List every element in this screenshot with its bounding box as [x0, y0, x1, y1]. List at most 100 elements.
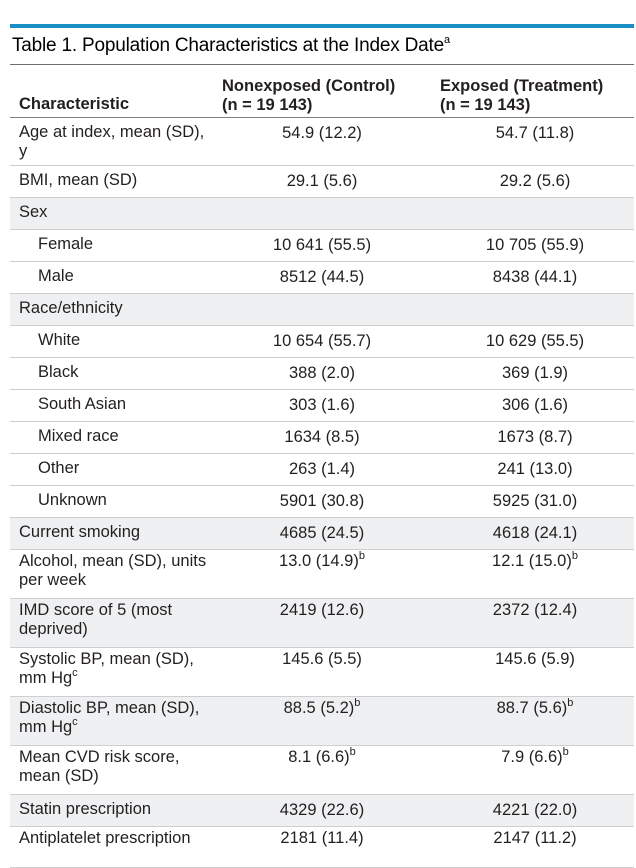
nonexposed-value: 263 (1.4) [288, 460, 356, 478]
nonexposed-value-cell: 29.1 (5.6) [222, 172, 422, 191]
row-label-text: Alcohol, mean (SD), units per week [19, 552, 207, 589]
exposed-value-cell: 306 (1.6) [440, 396, 630, 415]
row-label-text: South Asian [38, 395, 127, 413]
exposed-value: 145.6 (5.9) [495, 650, 575, 668]
table-row: Diastolic BP, mean (SD), mm Hgc 88.5 (5.2… [10, 697, 634, 746]
nonexposed-value-cell: 145.6 (5.5) [222, 650, 422, 669]
table-row: Male 8512 (44.5) 8438 (44.1) [10, 262, 634, 294]
row-label: South Asian [38, 395, 234, 414]
nonexposed-value: 303 (1.6) [288, 396, 356, 414]
nonexposed-value: 1634 (8.5) [284, 428, 360, 446]
exposed-value-footnote-marker: b [567, 697, 574, 709]
exposed-value: 88.7 (5.6) [496, 699, 568, 717]
nonexposed-value-footnote-marker: b [358, 550, 365, 562]
exposed-value: 241 (13.0) [497, 460, 573, 478]
exposed-value-cell: 5925 (31.0) [440, 492, 630, 511]
header-nonexposed-line2: (n = 19 143) [222, 96, 313, 114]
exposed-value: 5925 (31.0) [492, 492, 578, 510]
exposed-value: 54.7 (11.8) [495, 124, 575, 142]
nonexposed-value: 54.9 (12.2) [282, 124, 362, 142]
nonexposed-value-cell: 4685 (24.5) [222, 524, 422, 543]
header-exposed-line1: Exposed (Treatment) [440, 77, 604, 95]
exposed-value-footnote-marker: b [571, 550, 578, 562]
header-nonexposed: Nonexposed (Control) (n = 19 143) [222, 77, 422, 115]
row-label: Diastolic BP, mean (SD), mm Hgc [19, 699, 215, 737]
nonexposed-value: 29.1 (5.6) [286, 172, 358, 190]
nonexposed-value: 10 654 (55.7) [272, 332, 372, 350]
nonexposed-value-cell: 8.1 (6.6)b [222, 746, 422, 767]
nonexposed-value-cell: 8512 (44.5) [222, 268, 422, 287]
row-label-text: Male [38, 267, 74, 285]
table-row: IMD score of 5 (most deprived) 2419 (12.6… [10, 599, 634, 648]
nonexposed-value-cell: 13.0 (14.9)b [222, 550, 422, 571]
exposed-value: 2147 (11.2) [493, 829, 577, 847]
row-label-text: White [38, 331, 81, 349]
nonexposed-value: 8512 (44.5) [279, 268, 365, 286]
nonexposed-value-cell: 263 (1.4) [222, 460, 422, 479]
exposed-value-cell: 10 629 (55.5) [440, 332, 630, 351]
table-row: Age at index, mean (SD), y 54.9 (12.2) 54.… [10, 118, 634, 166]
row-label-text: Current smoking [19, 523, 141, 541]
row-label-text: Systolic BP, mean (SD), mm Hg [19, 650, 194, 687]
row-label-text: Diastolic BP, mean (SD), mm Hg [19, 699, 200, 736]
table-row: Mixed race 1634 (8.5) 1673 (8.7) [10, 422, 634, 454]
row-label-text: Black [38, 363, 79, 381]
table-row: Current smoking 4685 (24.5) 4618 (24.1) [10, 518, 634, 550]
row-label: Age at index, mean (SD), y [19, 123, 215, 161]
nonexposed-value-footnote-marker: b [354, 697, 361, 709]
nonexposed-value: 13.0 (14.9) [279, 552, 359, 570]
row-label: Mean CVD risk score, mean (SD) [19, 748, 215, 786]
row-label: Race/ethnicity [19, 299, 215, 318]
title-accent-bar [10, 24, 634, 28]
exposed-value: 2372 (12.4) [492, 601, 578, 619]
row-label-text: Mean CVD risk score, mean (SD) [19, 748, 180, 785]
row-label: Black [38, 363, 234, 382]
title-rule [10, 64, 634, 65]
nonexposed-value-cell: 303 (1.6) [222, 396, 422, 415]
nonexposed-value-cell: 5901 (30.8) [222, 492, 422, 511]
exposed-value-cell: 369 (1.9) [440, 364, 630, 383]
nonexposed-value-cell: 2419 (12.6) [222, 601, 422, 620]
table-title-text: Table 1. Population Characteristics at t… [12, 35, 444, 56]
row-label: Male [38, 267, 234, 286]
exposed-value: 306 (1.6) [501, 396, 569, 414]
exposed-value-cell: 2147 (11.2) [440, 829, 630, 848]
row-label-text: Age at index, mean (SD), y [19, 123, 205, 160]
row-label: Antiplatelet prescription [19, 829, 215, 848]
characteristics-table: Characteristic Nonexposed (Control) (n = … [10, 65, 634, 868]
row-label-text: Race/ethnicity [19, 299, 123, 317]
row-label-text: Unknown [38, 491, 107, 509]
nonexposed-value: 88.5 (5.2) [283, 699, 355, 717]
exposed-value: 8438 (44.1) [492, 268, 578, 286]
row-label-text: Statin prescription [19, 800, 152, 818]
row-label: Systolic BP, mean (SD), mm Hgc [19, 650, 215, 688]
row-label: Mixed race [38, 427, 234, 446]
exposed-value: 10 629 (55.5) [485, 332, 585, 350]
row-label: IMD score of 5 (most deprived) [19, 601, 215, 639]
exposed-value-cell: 10 705 (55.9) [440, 236, 630, 255]
table-row: Systolic BP, mean (SD), mm Hgc 145.6 (5.5… [10, 648, 634, 697]
exposed-value: 12.1 (15.0) [492, 552, 572, 570]
table-row: Alcohol, mean (SD), units per week 13.0 (… [10, 550, 634, 599]
exposed-value-cell: 29.2 (5.6) [440, 172, 630, 191]
table-row: Race/ethnicity [10, 294, 634, 326]
exposed-value-cell: 8438 (44.1) [440, 268, 630, 287]
exposed-value-cell: 54.7 (11.8) [440, 124, 630, 143]
exposed-value-cell: 12.1 (15.0)b [440, 550, 630, 571]
row-label: Sex [19, 203, 215, 222]
nonexposed-value-footnote-marker: b [349, 746, 356, 758]
table-header-row: Characteristic Nonexposed (Control) (n = … [10, 65, 634, 118]
exposed-value-cell: 1673 (8.7) [440, 428, 630, 447]
header-exposed-line2: (n = 19 143) [440, 96, 531, 114]
label-footnote-marker: c [72, 716, 78, 728]
exposed-value-cell: 145.6 (5.9) [440, 650, 630, 669]
table-row: Sex [10, 198, 634, 230]
table-row: Antiplatelet prescription 2181 (11.4) 2147… [10, 827, 634, 868]
nonexposed-value-cell: 10 654 (55.7) [222, 332, 422, 351]
header-nonexposed-line1: Nonexposed (Control) [222, 77, 396, 95]
row-label-text: Other [38, 459, 80, 477]
exposed-value-cell: 2372 (12.4) [440, 601, 630, 620]
exposed-value-cell: 241 (13.0) [440, 460, 630, 479]
exposed-value: 4618 (24.1) [492, 524, 578, 542]
exposed-value: 4221 (22.0) [492, 801, 578, 819]
